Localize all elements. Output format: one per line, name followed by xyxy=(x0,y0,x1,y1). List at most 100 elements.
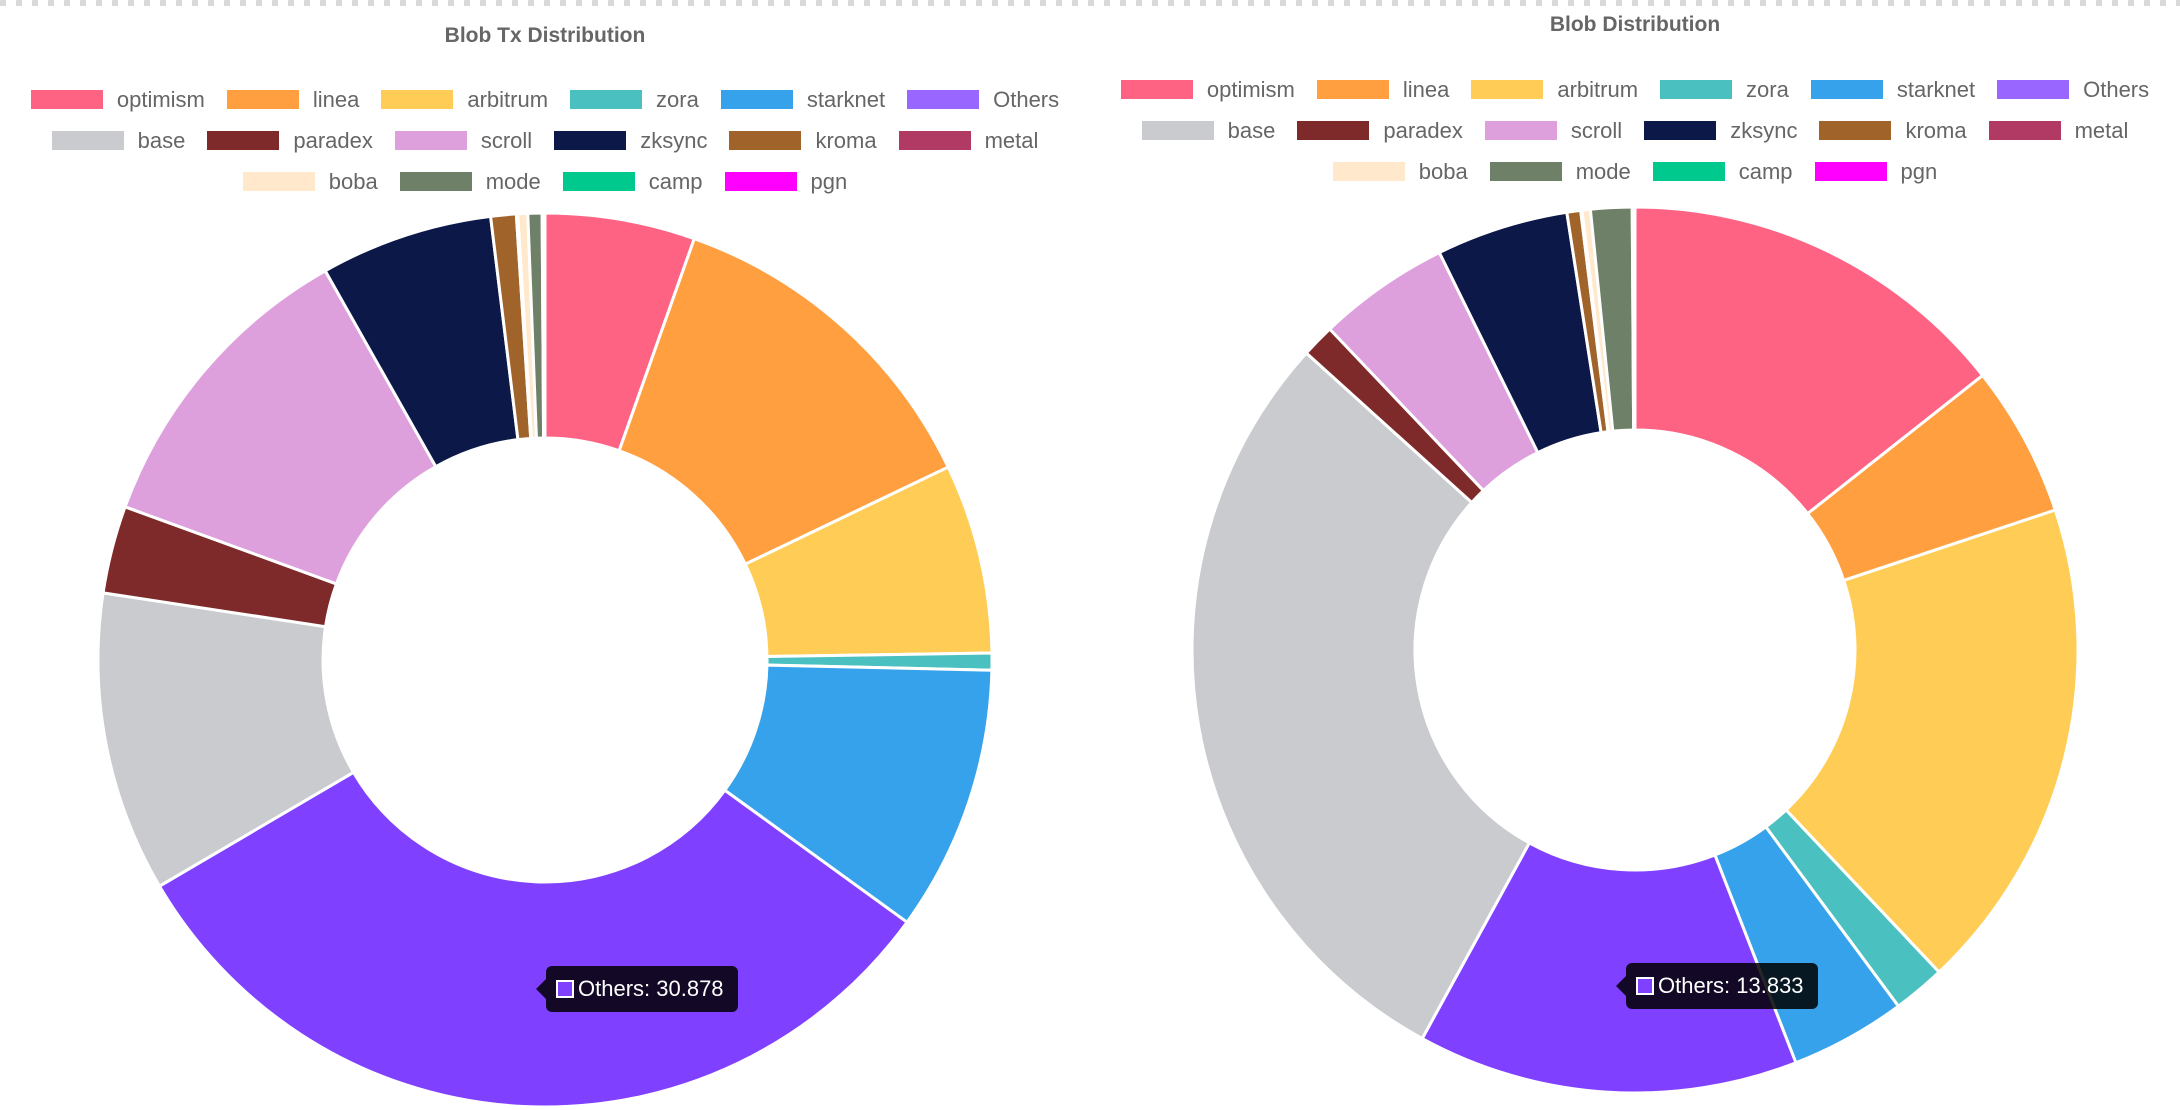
legend-row: optimism linea arbitrum zora starknet Others xyxy=(0,79,1090,120)
legend-swatch xyxy=(1120,80,1193,99)
legend-swatch xyxy=(1660,80,1733,99)
donut-chart-blob-tx xyxy=(96,211,994,1109)
chart-title: Blob Distribution xyxy=(1549,13,1721,36)
legend-item-linea[interactable]: linea xyxy=(1316,76,1450,103)
legend-item-optimism[interactable]: optimism xyxy=(30,86,205,113)
chart-legend: optimism linea arbitrum zora starknet Others b… xyxy=(0,79,1090,202)
legend-swatch xyxy=(1644,121,1717,140)
legend-swatch xyxy=(226,90,299,109)
legend-item-base[interactable]: base xyxy=(51,127,186,154)
legend-item-scroll[interactable]: scroll xyxy=(394,127,533,154)
legend-item-metal[interactable]: metal xyxy=(1988,117,2129,144)
slice-others[interactable] xyxy=(157,770,910,1109)
legend-label: zora xyxy=(1746,76,1789,102)
legend-label: arbitrum xyxy=(467,86,549,112)
legend-item-boba[interactable]: boba xyxy=(242,168,378,195)
legend-item-base[interactable]: base xyxy=(1141,117,1276,144)
slice-optimism[interactable] xyxy=(1633,205,1985,516)
legend-label: Others xyxy=(2083,76,2150,102)
chart-legend: optimism linea arbitrum zora starknet Others b… xyxy=(1090,69,2180,192)
legend-label: pgn xyxy=(810,168,848,194)
legend-label: boba xyxy=(1418,158,1468,184)
legend-swatch xyxy=(1141,121,1214,140)
legend-item-zksync[interactable]: zksync xyxy=(554,128,707,154)
legend-label: metal xyxy=(2074,117,2129,143)
chart-tooltip: Others: 30.878 xyxy=(536,966,738,1012)
legend-row: base paradex scroll zksync kroma metal xyxy=(0,120,1090,161)
legend-item-boba[interactable]: boba xyxy=(1332,158,1468,185)
legend-label: mode xyxy=(1575,158,1631,184)
donut-chart-blob xyxy=(1190,205,2080,1095)
legend-item-arbitrum[interactable]: arbitrum xyxy=(1471,77,1638,103)
slice-starknet[interactable] xyxy=(722,663,994,925)
legend-item-starknet[interactable]: starknet xyxy=(720,87,885,113)
slice-pgn[interactable] xyxy=(542,211,547,440)
legend-swatch xyxy=(1489,162,1562,181)
legend-swatch xyxy=(1814,162,1887,181)
legend-item-arbitrum[interactable]: arbitrum xyxy=(381,87,548,113)
legend-item-zksync[interactable]: zksync xyxy=(1644,118,1797,144)
legend-swatch xyxy=(1297,121,1370,140)
legend-item-scroll[interactable]: scroll xyxy=(1484,117,1623,144)
legend-swatch xyxy=(381,90,454,109)
slice-scroll[interactable] xyxy=(123,268,438,586)
legend-item-camp[interactable]: camp xyxy=(1652,159,1793,185)
slice-linea[interactable] xyxy=(617,236,951,567)
legend-swatch xyxy=(1819,121,1892,140)
legend-swatch xyxy=(720,90,793,109)
legend-swatch xyxy=(207,131,280,150)
slice-others[interactable] xyxy=(1420,840,1798,1095)
legend-item-metal[interactable]: metal xyxy=(898,127,1039,154)
slice-base[interactable] xyxy=(1190,350,1532,1041)
slice-arbitrum[interactable] xyxy=(1783,508,2080,975)
legend-swatch xyxy=(30,90,103,109)
legend-item-pgn[interactable]: pgn xyxy=(724,168,848,195)
legend-item-optimism[interactable]: optimism xyxy=(1120,76,1295,103)
legend-item-camp[interactable]: camp xyxy=(562,169,703,195)
tooltip-text: Others: 13.833 xyxy=(1658,973,1804,998)
legend-swatch xyxy=(1652,162,1725,181)
legend-swatch xyxy=(729,131,802,150)
legend-label: linea xyxy=(1402,76,1450,102)
legend-label: kroma xyxy=(1905,117,1967,143)
legend-item-others[interactable]: Others xyxy=(907,87,1059,113)
legend-item-paradex[interactable]: paradex xyxy=(1297,118,1463,144)
legend-swatch xyxy=(242,172,315,191)
legend-item-linea[interactable]: linea xyxy=(226,87,359,113)
legend-swatch xyxy=(724,172,797,191)
legend-label: optimism xyxy=(1206,76,1295,102)
legend-label: scroll xyxy=(480,127,533,153)
chart-tooltip: Others: 13.833 xyxy=(1616,963,1818,1009)
legend-label: paradex xyxy=(293,127,373,153)
legend-row: boba mode camp pgn xyxy=(1090,151,2180,192)
legend-swatch xyxy=(1484,121,1557,140)
legend-label: boba xyxy=(328,168,378,194)
legend-item-kroma[interactable]: kroma xyxy=(1819,117,1967,144)
slice-pgn[interactable] xyxy=(1632,205,1637,432)
legend-item-mode[interactable]: mode xyxy=(1489,158,1631,185)
slice-base[interactable] xyxy=(96,591,356,889)
legend-item-starknet[interactable]: starknet xyxy=(1810,77,1975,103)
legend-item-pgn[interactable]: pgn xyxy=(1814,159,1937,185)
legend-label: metal xyxy=(984,127,1039,153)
legend-label: scroll xyxy=(1570,117,1623,143)
legend-row: boba mode camp pgn xyxy=(0,161,1090,202)
legend-row: base paradex scroll zksync kroma metal xyxy=(1090,110,2180,151)
tooltip-color-swatch xyxy=(1636,977,1654,995)
legend-label: optimism xyxy=(116,86,205,112)
legend-label: arbitrum xyxy=(1557,76,1639,102)
legend-swatch xyxy=(51,131,124,150)
legend-item-zora[interactable]: zora xyxy=(570,87,699,113)
legend-item-paradex[interactable]: paradex xyxy=(207,128,373,154)
legend-item-zora[interactable]: zora xyxy=(1660,77,1789,103)
legend-item-mode[interactable]: mode xyxy=(399,169,541,195)
legend-label: base xyxy=(1227,117,1276,143)
legend-label: zksync xyxy=(640,127,708,153)
legend-swatch xyxy=(399,172,472,191)
legend-swatch xyxy=(907,90,980,109)
legend-item-kroma[interactable]: kroma xyxy=(729,128,877,154)
legend-label: base xyxy=(137,127,186,153)
legend-swatch xyxy=(562,172,635,191)
legend-swatch xyxy=(898,131,971,150)
legend-item-others[interactable]: Others xyxy=(1997,77,2149,103)
